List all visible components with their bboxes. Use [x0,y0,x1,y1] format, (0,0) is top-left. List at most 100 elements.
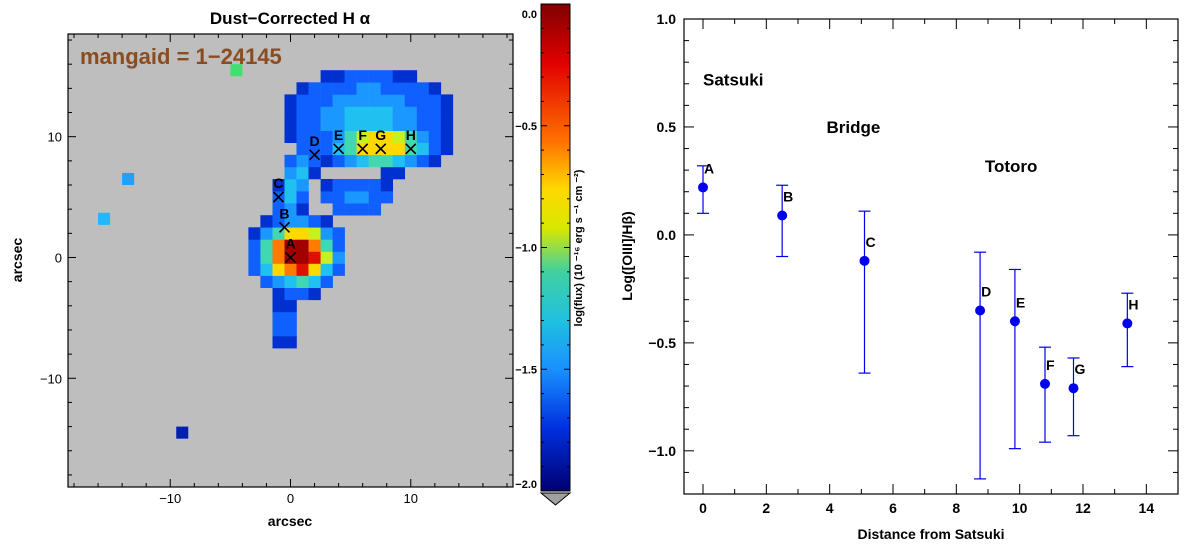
flux-pixel [284,263,297,276]
flux-map-panel: Dust−Corrected H α ABC D E F G H −10 0 10 −10 0 10… [9,9,514,529]
flux-pixel [440,142,454,156]
scatter-x-tick-label: 14 [1139,500,1155,516]
data-point-label: F [1046,357,1055,373]
flux-pixel [98,212,111,225]
colorbar-label: log(flux) (10 ⁻¹⁶ erg s ⁻¹ cm ⁻²) [573,169,585,326]
data-point-a: A [697,160,714,214]
flux-pixel [392,82,405,95]
flux-pixel [272,239,285,252]
flux-pixel [122,172,135,185]
region-label-satsuki: Satsuki [703,70,763,89]
flux-pixel [308,82,321,95]
flux-pixel [284,311,297,325]
flux-pixel [296,130,309,143]
flux-pixel [380,106,393,119]
data-point-label: D [981,283,991,299]
flux-pixel [284,323,297,337]
flux-pixel [368,118,381,131]
flux-pixel [272,275,285,288]
flux-pixel [344,70,357,83]
map-x-tick-label: 10 [404,491,418,506]
flux-pixel [428,154,442,168]
flux-map-pixels [98,64,454,439]
flux-pixel [284,106,297,119]
region-label-bridge: Bridge [827,118,881,137]
region-label-totoro: Totoro [985,157,1038,176]
scatter-points: A B C D E F G H [697,160,1138,480]
flux-pixel [248,227,261,240]
scatter-y-axis-label: Log([OIII]/Hβ) [619,211,635,300]
flux-pixel [368,94,381,107]
flux-pixel [296,154,309,168]
map-y-tick-label: 0 [55,250,62,265]
flux-pixel [308,275,321,288]
map-x-tick-label: 0 [287,491,294,506]
aperture-label-f: F [358,127,367,143]
flux-pixel [356,82,369,95]
flux-pixel [296,215,309,228]
flux-pixel [260,263,273,276]
flux-pixel [308,287,321,301]
aperture-marker-c [272,191,285,203]
flux-pixel [332,106,345,119]
flux-pixel [308,118,321,131]
flux-pixel [356,179,369,192]
data-point-c: C [858,210,876,374]
flux-pixel [320,263,333,276]
flux-pixel [356,191,369,204]
flux-pixel [320,239,333,252]
flux-pixel [332,130,345,143]
flux-pixel [392,166,405,180]
flux-pixel [320,275,333,288]
flux-pixel [416,94,430,107]
flux-pixel [308,166,321,180]
map-y-tick-label: 10 [48,130,62,145]
flux-pixel [332,239,345,252]
aperture-marker-a [284,251,297,264]
flux-pixel [320,142,333,156]
flux-pixel [368,203,381,216]
data-marker [1009,316,1020,327]
flux-pixel [368,82,381,95]
flux-pixel [248,263,261,276]
flux-pixel [344,203,357,216]
data-point-e: E [1008,268,1025,450]
flux-pixel [404,130,418,143]
data-point-label: C [866,234,876,250]
aperture-label-g: G [375,127,386,143]
scatter-x-tick-label: 8 [952,500,960,516]
scatter-x-tick-label: 10 [1012,500,1028,516]
scatter-x-tick-label: 0 [699,500,707,516]
colorbar-tick-label: −1.5 [515,364,537,376]
flux-pixel [320,154,333,168]
flux-pixel [296,166,309,180]
flux-pixel [308,94,321,107]
flux-pixel [332,263,345,276]
flux-pixel [260,215,273,228]
flux-pixel [308,130,321,143]
data-point-label: A [704,160,714,176]
flux-pixel [332,227,345,240]
flux-pixel [308,251,321,264]
data-marker [975,305,986,316]
data-point-b: B [776,184,793,258]
flux-pixel [380,130,393,143]
flux-pixel [284,130,297,143]
scatter-y-tick-label: 0.0 [657,227,677,243]
flux-pixel [356,70,369,83]
flux-pixel [284,94,297,107]
flux-pixel [428,106,442,119]
flux-pixel [296,227,309,240]
flux-pixel [392,94,405,107]
flux-pixel [332,82,345,95]
map-aperture-markers: ABC D E F G H [272,127,417,264]
flux-pixel [284,191,297,204]
data-point-label: G [1075,361,1086,377]
map-y-axis-label: arcsec [9,238,25,283]
flux-pixel [416,82,430,95]
flux-pixel [332,179,345,192]
flux-pixel [380,142,393,156]
flux-pixel [260,227,273,240]
data-point-label: B [783,188,793,204]
scatter-axis-ticks: 0 2 4 6 8 10 12 14 1.0 0.5 0.0 −0.5 −1.0 [648,11,1179,516]
